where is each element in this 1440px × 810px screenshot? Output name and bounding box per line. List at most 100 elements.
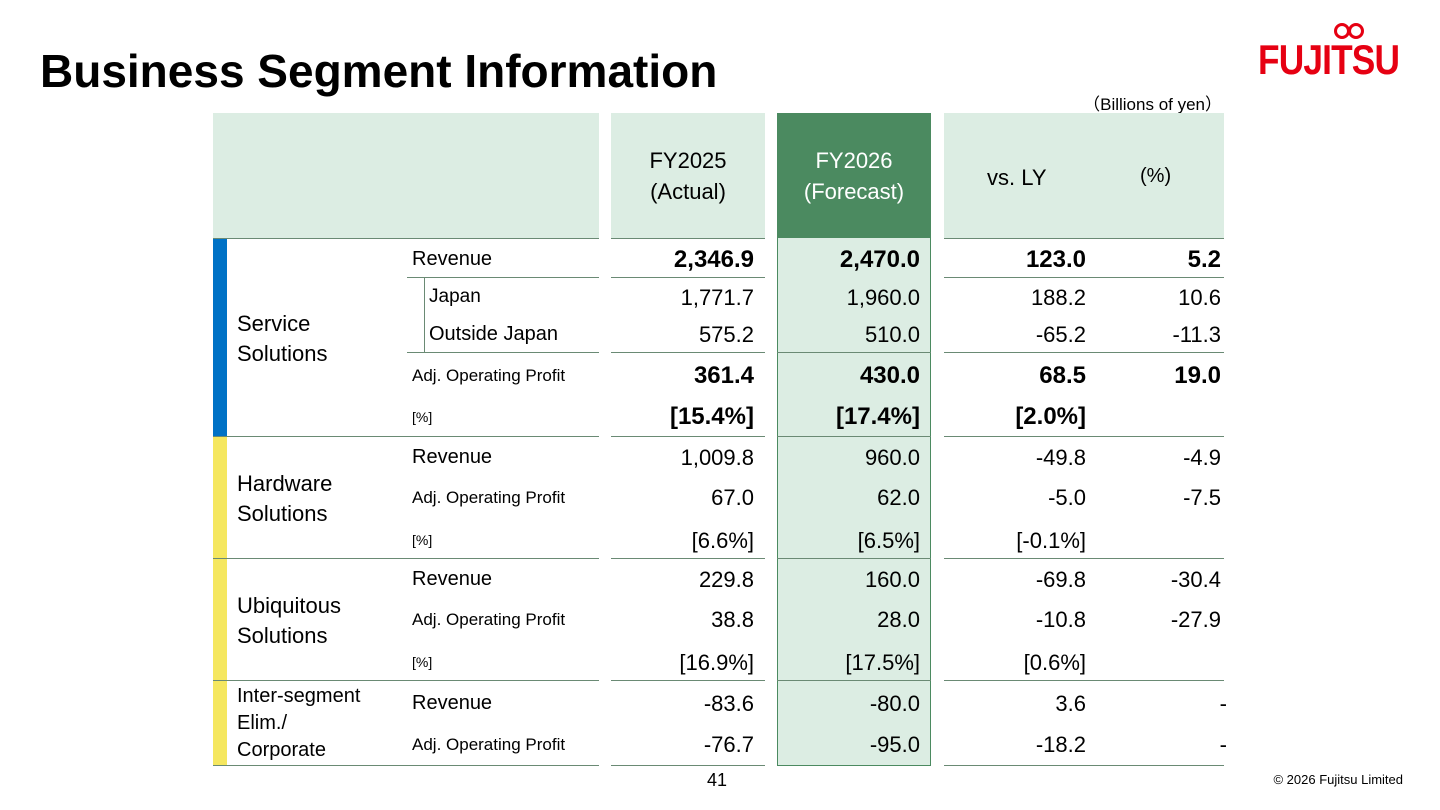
header-forecast: FY2026 (Forecast) bbox=[803, 148, 905, 204]
row-divider bbox=[213, 436, 599, 437]
row-divider bbox=[611, 436, 765, 437]
ubiquitous-margin-label: [%] bbox=[412, 654, 433, 670]
row-divider bbox=[777, 680, 931, 681]
header-pct: (%) bbox=[1140, 165, 1172, 187]
row-divider bbox=[213, 765, 599, 766]
row-divider bbox=[213, 558, 599, 559]
intersegment-color-bar bbox=[213, 681, 227, 765]
service-japan-forecast: 1,960.0 bbox=[846, 285, 920, 310]
hardware-margin-label: [%] bbox=[412, 532, 433, 548]
row-divider bbox=[611, 558, 765, 559]
service-margin-diff: [2.0%] bbox=[1015, 403, 1086, 430]
intersegment-revenue-label: Revenue bbox=[412, 692, 493, 714]
service-color-bar bbox=[213, 238, 227, 436]
row-divider bbox=[611, 238, 765, 239]
intersegment-profit-actual: -76.7 bbox=[703, 732, 754, 757]
header-vs-ly: vs. LY bbox=[987, 165, 1047, 190]
forecast-column bbox=[777, 238, 931, 766]
segment-name-intersegment: Inter-segment Elim./ Corporate bbox=[237, 685, 361, 761]
segment-name-hardware: Hardware Solutions bbox=[237, 471, 333, 526]
hardware-revenue-actual: 1,009.8 bbox=[680, 445, 754, 470]
ubiquitous-revenue-actual: 229.8 bbox=[698, 567, 754, 592]
row-divider bbox=[944, 238, 1224, 239]
copyright: © 2026 Fujitsu Limited bbox=[1273, 772, 1403, 787]
intersegment-profit-label: Adj. Operating Profit bbox=[412, 735, 566, 754]
logo-wordmark: FUJITSU bbox=[1258, 36, 1400, 83]
row-divider bbox=[611, 680, 765, 681]
hardware-profit-forecast: 62.0 bbox=[877, 485, 920, 510]
hardware-profit-label: Adj. Operating Profit bbox=[412, 488, 566, 507]
ubiquitous-color-bar bbox=[213, 559, 227, 680]
hardware-profit-diff: -5.0 bbox=[1048, 485, 1086, 510]
row-divider bbox=[611, 352, 765, 353]
row-divider bbox=[944, 558, 1224, 559]
row-divider bbox=[777, 558, 931, 559]
hardware-profit-actual: 67.0 bbox=[711, 485, 754, 510]
ubiquitous-revenue-forecast: 160.0 bbox=[864, 567, 920, 592]
intersegment-profit-forecast: -95.0 bbox=[869, 732, 920, 757]
header-blank-cell bbox=[213, 113, 599, 238]
ubiquitous-profit-pct: -27.9 bbox=[1170, 607, 1221, 632]
intersegment-profit-diff: -18.2 bbox=[1035, 732, 1086, 757]
row-divider bbox=[777, 352, 931, 353]
hardware-color-bar bbox=[213, 437, 227, 558]
intersegment-revenue-diff: 3.6 bbox=[1055, 691, 1086, 716]
service-margin-forecast: [17.4%] bbox=[835, 403, 920, 430]
segment-name-service: Service Solutions bbox=[237, 311, 328, 366]
intersegment-revenue-actual: -83.6 bbox=[703, 691, 754, 716]
service-outside-pct: -11.3 bbox=[1172, 322, 1221, 347]
intersegment-revenue-pct: - bbox=[1219, 691, 1227, 716]
service-margin-actual: [15.4%] bbox=[669, 403, 754, 430]
ubiquitous-profit-forecast: 28.0 bbox=[877, 607, 920, 632]
infinity-icon bbox=[1334, 23, 1364, 39]
intersegment-revenue-forecast: -80.0 bbox=[869, 691, 920, 716]
service-profit-pct: 19.0 bbox=[1174, 362, 1221, 389]
hardware-margin-actual: [6.6%] bbox=[691, 528, 754, 553]
row-divider bbox=[944, 680, 1224, 681]
header-actual-cell: FY2025 (Actual) bbox=[611, 113, 765, 238]
ubiquitous-margin-forecast: [17.5%] bbox=[845, 650, 920, 675]
ubiquitous-revenue-label: Revenue bbox=[412, 568, 493, 590]
hardware-revenue-label: Revenue bbox=[412, 446, 493, 468]
hardware-margin-forecast: [6.5%] bbox=[857, 528, 920, 553]
service-revenue-forecast: 2,470.0 bbox=[839, 246, 920, 273]
row-divider bbox=[407, 277, 599, 278]
unit-note: （Billions of yen） bbox=[1083, 95, 1222, 114]
service-margin-label: [%] bbox=[412, 409, 433, 425]
hardware-revenue-pct: -4.9 bbox=[1183, 445, 1221, 470]
service-outside-actual: 575.2 bbox=[698, 322, 754, 347]
row-divider bbox=[944, 277, 1224, 278]
row-divider bbox=[777, 436, 931, 437]
header-forecast-cell: FY2026 (Forecast) bbox=[777, 113, 931, 238]
ubiquitous-profit-actual: 38.8 bbox=[711, 607, 754, 632]
service-japan-actual: 1,771.7 bbox=[680, 285, 754, 310]
service-japan-diff: 188.2 bbox=[1030, 285, 1086, 310]
service-revenue-diff: 123.0 bbox=[1025, 246, 1086, 273]
ubiquitous-margin-diff: [0.6%] bbox=[1023, 650, 1086, 675]
row-divider bbox=[407, 352, 599, 353]
fujitsu-logo: FUJITSU bbox=[1258, 20, 1400, 90]
service-revenue-label: Revenue bbox=[412, 248, 493, 270]
service-outside-label: Outside Japan bbox=[429, 323, 558, 345]
sub-row-bracket bbox=[424, 277, 425, 352]
row-divider bbox=[611, 765, 765, 766]
intersegment-profit-pct: - bbox=[1219, 732, 1227, 757]
service-profit-actual: 361.4 bbox=[693, 362, 754, 389]
row-divider bbox=[611, 277, 765, 278]
row-divider bbox=[944, 352, 1224, 353]
row-divider bbox=[944, 765, 1224, 766]
page-title: Business Segment Information bbox=[40, 45, 718, 97]
hardware-profit-pct: -7.5 bbox=[1183, 485, 1221, 510]
ubiquitous-profit-diff: -10.8 bbox=[1035, 607, 1086, 632]
service-japan-pct: 10.6 bbox=[1178, 285, 1221, 310]
service-profit-diff: 68.5 bbox=[1039, 362, 1086, 389]
service-profit-label: Adj. Operating Profit bbox=[412, 366, 566, 385]
header-actual: FY2025 (Actual) bbox=[649, 148, 727, 204]
hardware-revenue-forecast: 960.0 bbox=[864, 445, 920, 470]
hardware-revenue-diff: -49.8 bbox=[1035, 445, 1086, 470]
ubiquitous-profit-label: Adj. Operating Profit bbox=[412, 610, 566, 629]
segment-name-ubiquitous: Ubiquitous Solutions bbox=[237, 593, 341, 648]
ubiquitous-revenue-pct: -30.4 bbox=[1170, 567, 1221, 592]
ubiquitous-margin-actual: [16.9%] bbox=[679, 650, 754, 675]
row-divider bbox=[944, 436, 1224, 437]
